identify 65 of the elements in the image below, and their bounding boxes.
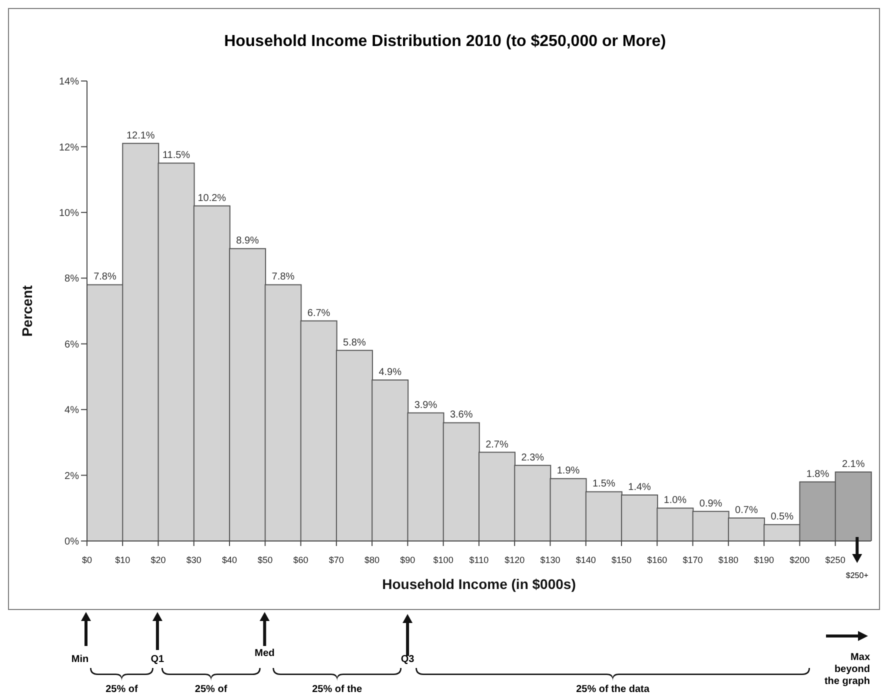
- data-label: 7.8%: [94, 272, 117, 283]
- x-tick-label: $140: [576, 555, 596, 565]
- text: Q1: [150, 654, 165, 665]
- y-tick-label: 14%: [58, 76, 80, 88]
- x-tick-label: $190: [754, 555, 774, 565]
- x-tick-label: $80: [364, 555, 380, 565]
- text: 25% of the: [312, 684, 363, 695]
- y-tick-label: 6%: [64, 339, 80, 350]
- data-label: 2.3%: [521, 452, 544, 464]
- x-tick-label: $170: [682, 555, 703, 565]
- x-tick-label: $40: [222, 555, 238, 565]
- x-tick-label: $70: [328, 555, 344, 565]
- data-label: 10.2%: [198, 192, 226, 204]
- text: $250+: [844, 571, 870, 580]
- x-tick-label: $60: [293, 555, 308, 565]
- data-label: 0.5%: [770, 512, 794, 523]
- x-tick-label: $180: [718, 555, 738, 565]
- x-tick-label: $20: [150, 555, 166, 565]
- data-label: 6.7%: [307, 308, 330, 319]
- data-label: 1.8%: [806, 468, 830, 480]
- chart-title: Household Income Distribution 2010 (to $250,000 or More): [223, 33, 667, 51]
- text: 25% of the data: [576, 684, 650, 695]
- data-label: 3.9%: [414, 400, 438, 411]
- x-tick-label: $120: [504, 555, 525, 565]
- y-tick-label: 8%: [64, 274, 80, 285]
- data-label: 11.5%: [162, 150, 190, 162]
- data-label: 2.7%: [486, 439, 509, 450]
- data-label: 0.9%: [699, 498, 722, 510]
- y-tick-label: 10%: [58, 208, 80, 219]
- data-label: 4.9%: [378, 367, 402, 378]
- y-axis-title: Percent: [18, 284, 35, 337]
- text: Min: [71, 654, 89, 665]
- text: Med: [254, 648, 275, 659]
- data-label: 12.1%: [126, 130, 155, 142]
- x-axis-title: Household Income (in $000s): [382, 576, 576, 592]
- x-tick-label: $200: [790, 555, 810, 565]
- data-label: 3.6%: [450, 410, 473, 421]
- x-tick-label: $250: [825, 555, 846, 565]
- x-tick-label: $90: [400, 555, 416, 565]
- text: Q3: [400, 654, 415, 665]
- data-label: 8.9%: [236, 236, 260, 247]
- x-tick-label: $110: [469, 555, 489, 565]
- data-label: 1.4%: [628, 482, 652, 493]
- data-label: 0.7%: [735, 505, 758, 516]
- x-tick-label: $0: [82, 555, 92, 565]
- data-label: 7.8%: [272, 272, 295, 283]
- data-label: 2.1%: [842, 459, 865, 470]
- text: 25% of: [106, 684, 139, 695]
- x-tick-label: $50: [258, 555, 273, 565]
- x-tick-label: $130: [540, 555, 560, 565]
- x-tick-label: $100: [433, 555, 454, 565]
- x-tick-label: $30: [186, 555, 202, 565]
- data-label: 1.9%: [556, 466, 580, 477]
- y-tick-label: 4%: [64, 405, 80, 416]
- x-tick-label: $160: [647, 555, 668, 565]
- data-label: 1.5%: [592, 478, 616, 490]
- y-tick-label: 2%: [64, 470, 80, 482]
- text: 25% of: [194, 684, 228, 695]
- x-tick-label: $10: [115, 555, 130, 565]
- y-tick-label: 12%: [58, 142, 80, 154]
- y-tick-label: 0%: [64, 536, 80, 548]
- data-label: 5.8%: [343, 337, 366, 348]
- text: Max beyond the graph: [824, 652, 870, 687]
- x-tick-label: $150: [611, 555, 632, 565]
- data-label: 1.0%: [664, 495, 687, 506]
